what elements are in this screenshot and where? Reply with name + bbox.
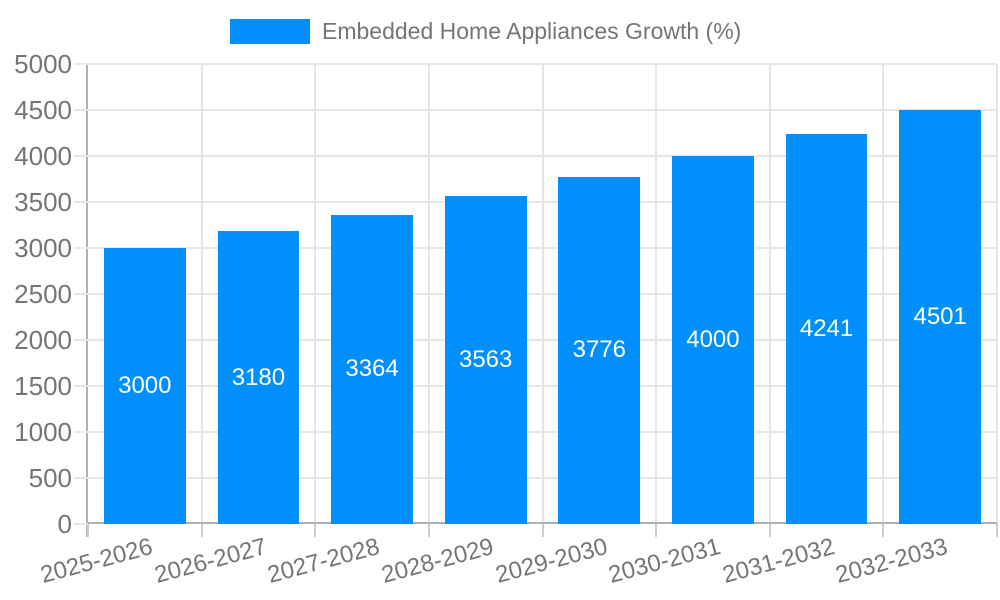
x-axis-tick-mark bbox=[768, 524, 771, 537]
v-gridline bbox=[314, 64, 317, 524]
y-axis-tick-label: 1500 bbox=[14, 371, 72, 401]
chart-legend: Embedded Home Appliances Growth (%) bbox=[230, 18, 741, 45]
y-axis-tick-mark bbox=[74, 431, 88, 433]
bars-layer: 3000 3180 3364 3563 3776 4000 4241 4501 bbox=[88, 64, 997, 524]
v-gridline bbox=[427, 64, 430, 524]
y-axis-tick-mark bbox=[74, 523, 88, 525]
x-axis-tick-mark bbox=[655, 524, 658, 537]
y-axis-tick-mark bbox=[74, 155, 88, 157]
y-axis-line bbox=[86, 64, 88, 537]
v-gridline bbox=[655, 64, 658, 524]
y-axis-tick-label: 2000 bbox=[14, 325, 72, 355]
plot-area bbox=[88, 63, 998, 524]
v-gridline bbox=[768, 64, 771, 524]
x-axis-tick-mark bbox=[541, 524, 544, 537]
bar[interactable]: 4241 bbox=[785, 133, 868, 524]
v-gridline bbox=[882, 64, 885, 524]
x-axis-tick-mark bbox=[882, 524, 885, 537]
bar-value-label: 3000 bbox=[118, 372, 172, 399]
bar-value-label: 3180 bbox=[231, 363, 286, 391]
x-axis-category-label: 2027-2028 bbox=[264, 533, 383, 589]
y-axis-tick-mark bbox=[74, 109, 88, 111]
y-axis-tick-mark bbox=[74, 385, 88, 387]
v-gridline bbox=[200, 64, 203, 524]
bar[interactable]: 3563 bbox=[444, 196, 527, 524]
x-axis-category-label: 2028-2029 bbox=[378, 533, 497, 589]
legend-swatch bbox=[230, 19, 310, 44]
y-axis-tick-mark bbox=[74, 63, 88, 65]
bar[interactable]: 3364 bbox=[331, 214, 413, 524]
x-axis-tick-mark bbox=[427, 524, 430, 537]
y-axis-tick-mark bbox=[74, 247, 88, 249]
bar[interactable]: 3180 bbox=[217, 231, 300, 524]
x-axis-tick-mark bbox=[87, 524, 89, 537]
x-axis-category-label: 2029-2030 bbox=[492, 533, 611, 589]
y-axis-tick-label: 4500 bbox=[14, 95, 72, 125]
bar-value-label: 4501 bbox=[913, 302, 967, 330]
v-gridline bbox=[996, 64, 998, 524]
x-axis-category-label: 2031-2032 bbox=[719, 533, 838, 589]
x-axis-tick-mark bbox=[314, 524, 317, 537]
x-axis-tick-mark bbox=[200, 524, 203, 537]
legend-label: Embedded Home Appliances Growth (%) bbox=[322, 18, 742, 44]
y-axis-tick-label: 4000 bbox=[14, 141, 72, 171]
bar[interactable]: 3776 bbox=[558, 176, 641, 524]
x-axis-line bbox=[86, 522, 997, 524]
y-axis-tick-mark bbox=[74, 339, 88, 341]
x-axis-category-label: 2030-2031 bbox=[605, 533, 724, 589]
bar-value-label: 4000 bbox=[686, 326, 740, 353]
y-axis-tick-mark bbox=[74, 293, 88, 295]
y-axis-tick-mark bbox=[74, 477, 88, 479]
bar-value-label: 3776 bbox=[572, 336, 626, 364]
y-axis-tick-label: 3500 bbox=[14, 187, 72, 217]
v-gridline bbox=[541, 64, 544, 524]
bar-value-label: 3364 bbox=[345, 355, 399, 383]
x-axis-category-label: 2032-2033 bbox=[833, 533, 951, 589]
bar[interactable]: 3000 bbox=[103, 248, 186, 524]
bar[interactable]: 4000 bbox=[672, 156, 754, 524]
x-axis-category-label: 2026-2027 bbox=[151, 533, 270, 589]
y-axis-tick-label: 2500 bbox=[14, 279, 72, 309]
y-axis-tick-label: 500 bbox=[28, 463, 72, 493]
bar-value-label: 3563 bbox=[458, 346, 513, 374]
y-axis-tick-mark bbox=[74, 201, 88, 203]
y-axis-tick-label: 3000 bbox=[14, 233, 72, 263]
y-axis-tick-label: 0 bbox=[57, 509, 72, 539]
y-axis-tick-label: 5000 bbox=[14, 49, 72, 79]
bar[interactable]: 4501 bbox=[899, 109, 982, 524]
x-axis-tick-mark bbox=[996, 524, 998, 537]
y-axis-tick-label: 1000 bbox=[14, 417, 72, 447]
x-axis-category-label: 2025-2026 bbox=[37, 533, 156, 589]
bar-value-label: 4241 bbox=[799, 314, 854, 342]
